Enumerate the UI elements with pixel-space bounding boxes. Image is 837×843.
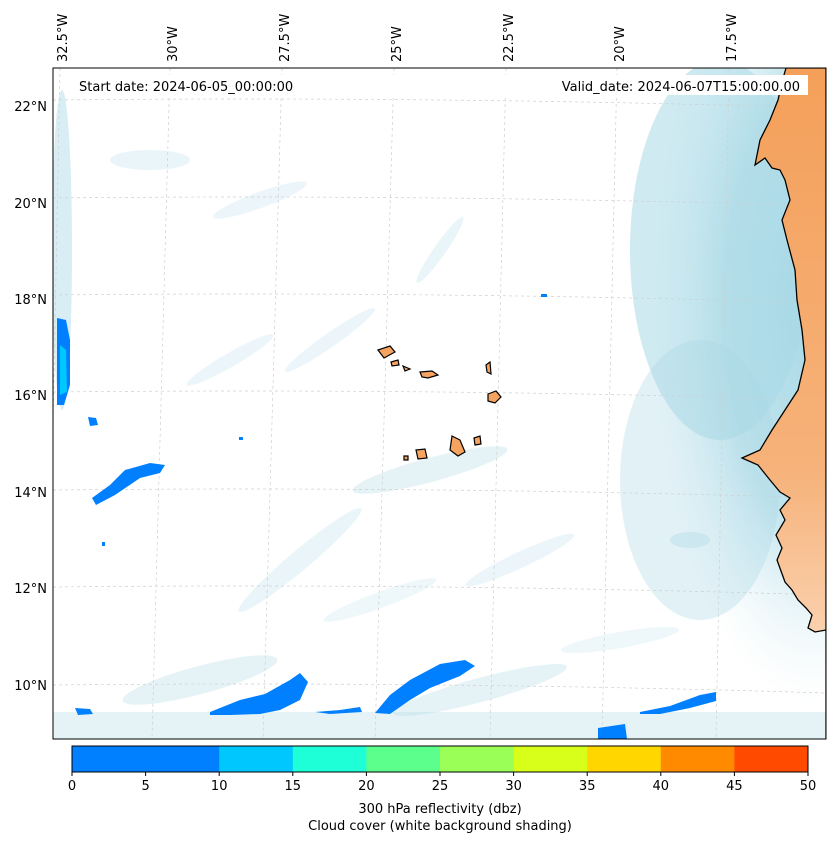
lon-label: 30°W — [166, 26, 181, 62]
colorbar-bin — [440, 746, 515, 772]
colorbar: 0 5 10 15 20 25 30 35 40 45 50 300 hPa reflectivit… — [68, 745, 816, 834]
colorbar-tick-label: 10 — [211, 779, 228, 794]
longitude-labels: 32.5°W 30°W 27.5°W 25°W 22.5°W 20°W 17.5… — [56, 14, 740, 62]
lat-label: 22°N — [14, 100, 47, 115]
colorbar-ticks: 0 5 10 15 20 25 30 35 40 45 50 — [68, 772, 816, 794]
colorbar-bin — [660, 746, 735, 772]
cloud-cover-shading — [53, 68, 826, 739]
colorbar-bin — [734, 746, 809, 772]
colorbar-bin — [587, 746, 662, 772]
lon-label: 22.5°W — [502, 14, 517, 62]
lat-label: 20°N — [14, 197, 47, 212]
lat-label: 12°N — [14, 582, 47, 597]
colorbar-tick-label: 25 — [432, 779, 449, 794]
colorbar-tick-label: 35 — [579, 779, 596, 794]
colorbar-subtitle: Cloud cover (white background shading) — [308, 819, 572, 834]
reflectivity-areas — [57, 294, 716, 739]
lat-label: 10°N — [14, 679, 47, 694]
lon-label: 25°W — [390, 26, 405, 62]
start-date-label: Start date: 2024-06-05_00:00:00 — [79, 80, 293, 95]
colorbar-tick-label: 5 — [141, 779, 149, 794]
colorbar-tick-label: 40 — [653, 779, 670, 794]
lat-label: 18°N — [14, 293, 47, 308]
colorbar-tick-label: 30 — [505, 779, 522, 794]
lat-label: 14°N — [14, 486, 47, 501]
colorbar-tick-label: 50 — [800, 779, 817, 794]
map-panel — [53, 68, 826, 739]
colorbar-bin — [513, 746, 588, 772]
graticule — [53, 68, 826, 739]
lon-label: 27.5°W — [278, 14, 293, 62]
lon-label: 20°W — [613, 26, 628, 62]
colorbar-bin — [366, 746, 441, 772]
colorbar-title: 300 hPa reflectivity (dbz) — [358, 802, 521, 817]
lon-label: 17.5°W — [725, 14, 740, 62]
cape-verde-islands — [377, 345, 502, 461]
colorbar-bin — [145, 746, 220, 772]
colorbar-tick-label: 45 — [726, 779, 743, 794]
colorbar-bins — [72, 746, 809, 772]
lat-label: 16°N — [14, 389, 47, 404]
valid-date-label: Valid_date: 2024-06-07T15:00:00.00 — [562, 80, 800, 95]
colorbar-tick-label: 15 — [285, 779, 302, 794]
colorbar-tick-label: 20 — [358, 779, 375, 794]
colorbar-bin — [72, 746, 147, 772]
colorbar-bin — [292, 746, 367, 772]
map-border — [52, 67, 827, 740]
latitude-labels: 22°N 20°N 18°N 16°N 14°N 12°N 10°N — [14, 100, 47, 694]
header-box — [72, 75, 808, 95]
lon-label: 32.5°W — [56, 14, 71, 62]
colorbar-bin — [219, 746, 294, 772]
africa-coastline — [740, 68, 826, 739]
colorbar-tick-label: 0 — [68, 779, 76, 794]
